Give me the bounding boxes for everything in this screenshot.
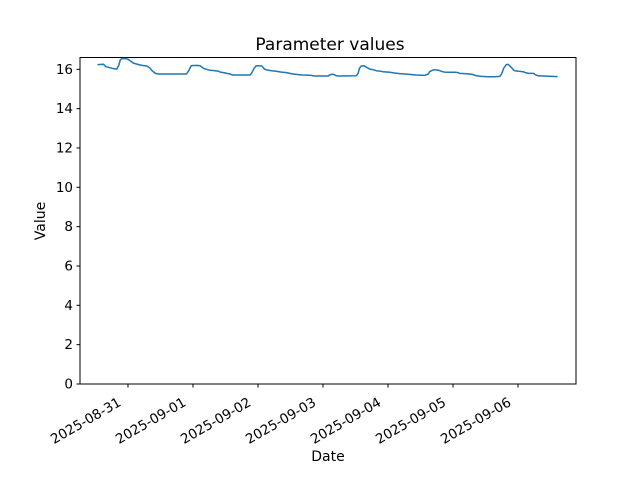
x-tick-label: 2025-09-02 [178,395,254,448]
y-tick-label: 16 [56,62,73,78]
y-tick-label: 4 [64,298,73,314]
plot-frame [79,57,577,385]
y-tick-label: 2 [64,337,73,353]
y-axis-title: Value [33,202,49,240]
y-tick-label: 0 [64,377,73,393]
chart-title: Parameter values [255,35,404,55]
y-tick-label: 8 [64,219,73,235]
x-tick-label: 2025-08-31 [48,395,124,448]
y-tick-label: 12 [56,140,73,156]
data-line [97,57,558,78]
x-tick-label: 2025-09-06 [438,395,514,448]
y-tick-label: 6 [64,258,73,274]
y-tick-label: 14 [56,101,73,117]
x-tick-label: 2025-09-01 [113,395,189,448]
y-tick-label: 10 [56,180,73,196]
x-axis-title: Date [311,449,344,465]
x-tick-label: 2025-09-04 [308,395,384,448]
plot-area: 02468101214162025-08-312025-09-012025-09… [48,57,577,448]
x-tick-label: 2025-09-05 [373,395,449,448]
x-tick-label: 2025-09-03 [243,395,319,448]
